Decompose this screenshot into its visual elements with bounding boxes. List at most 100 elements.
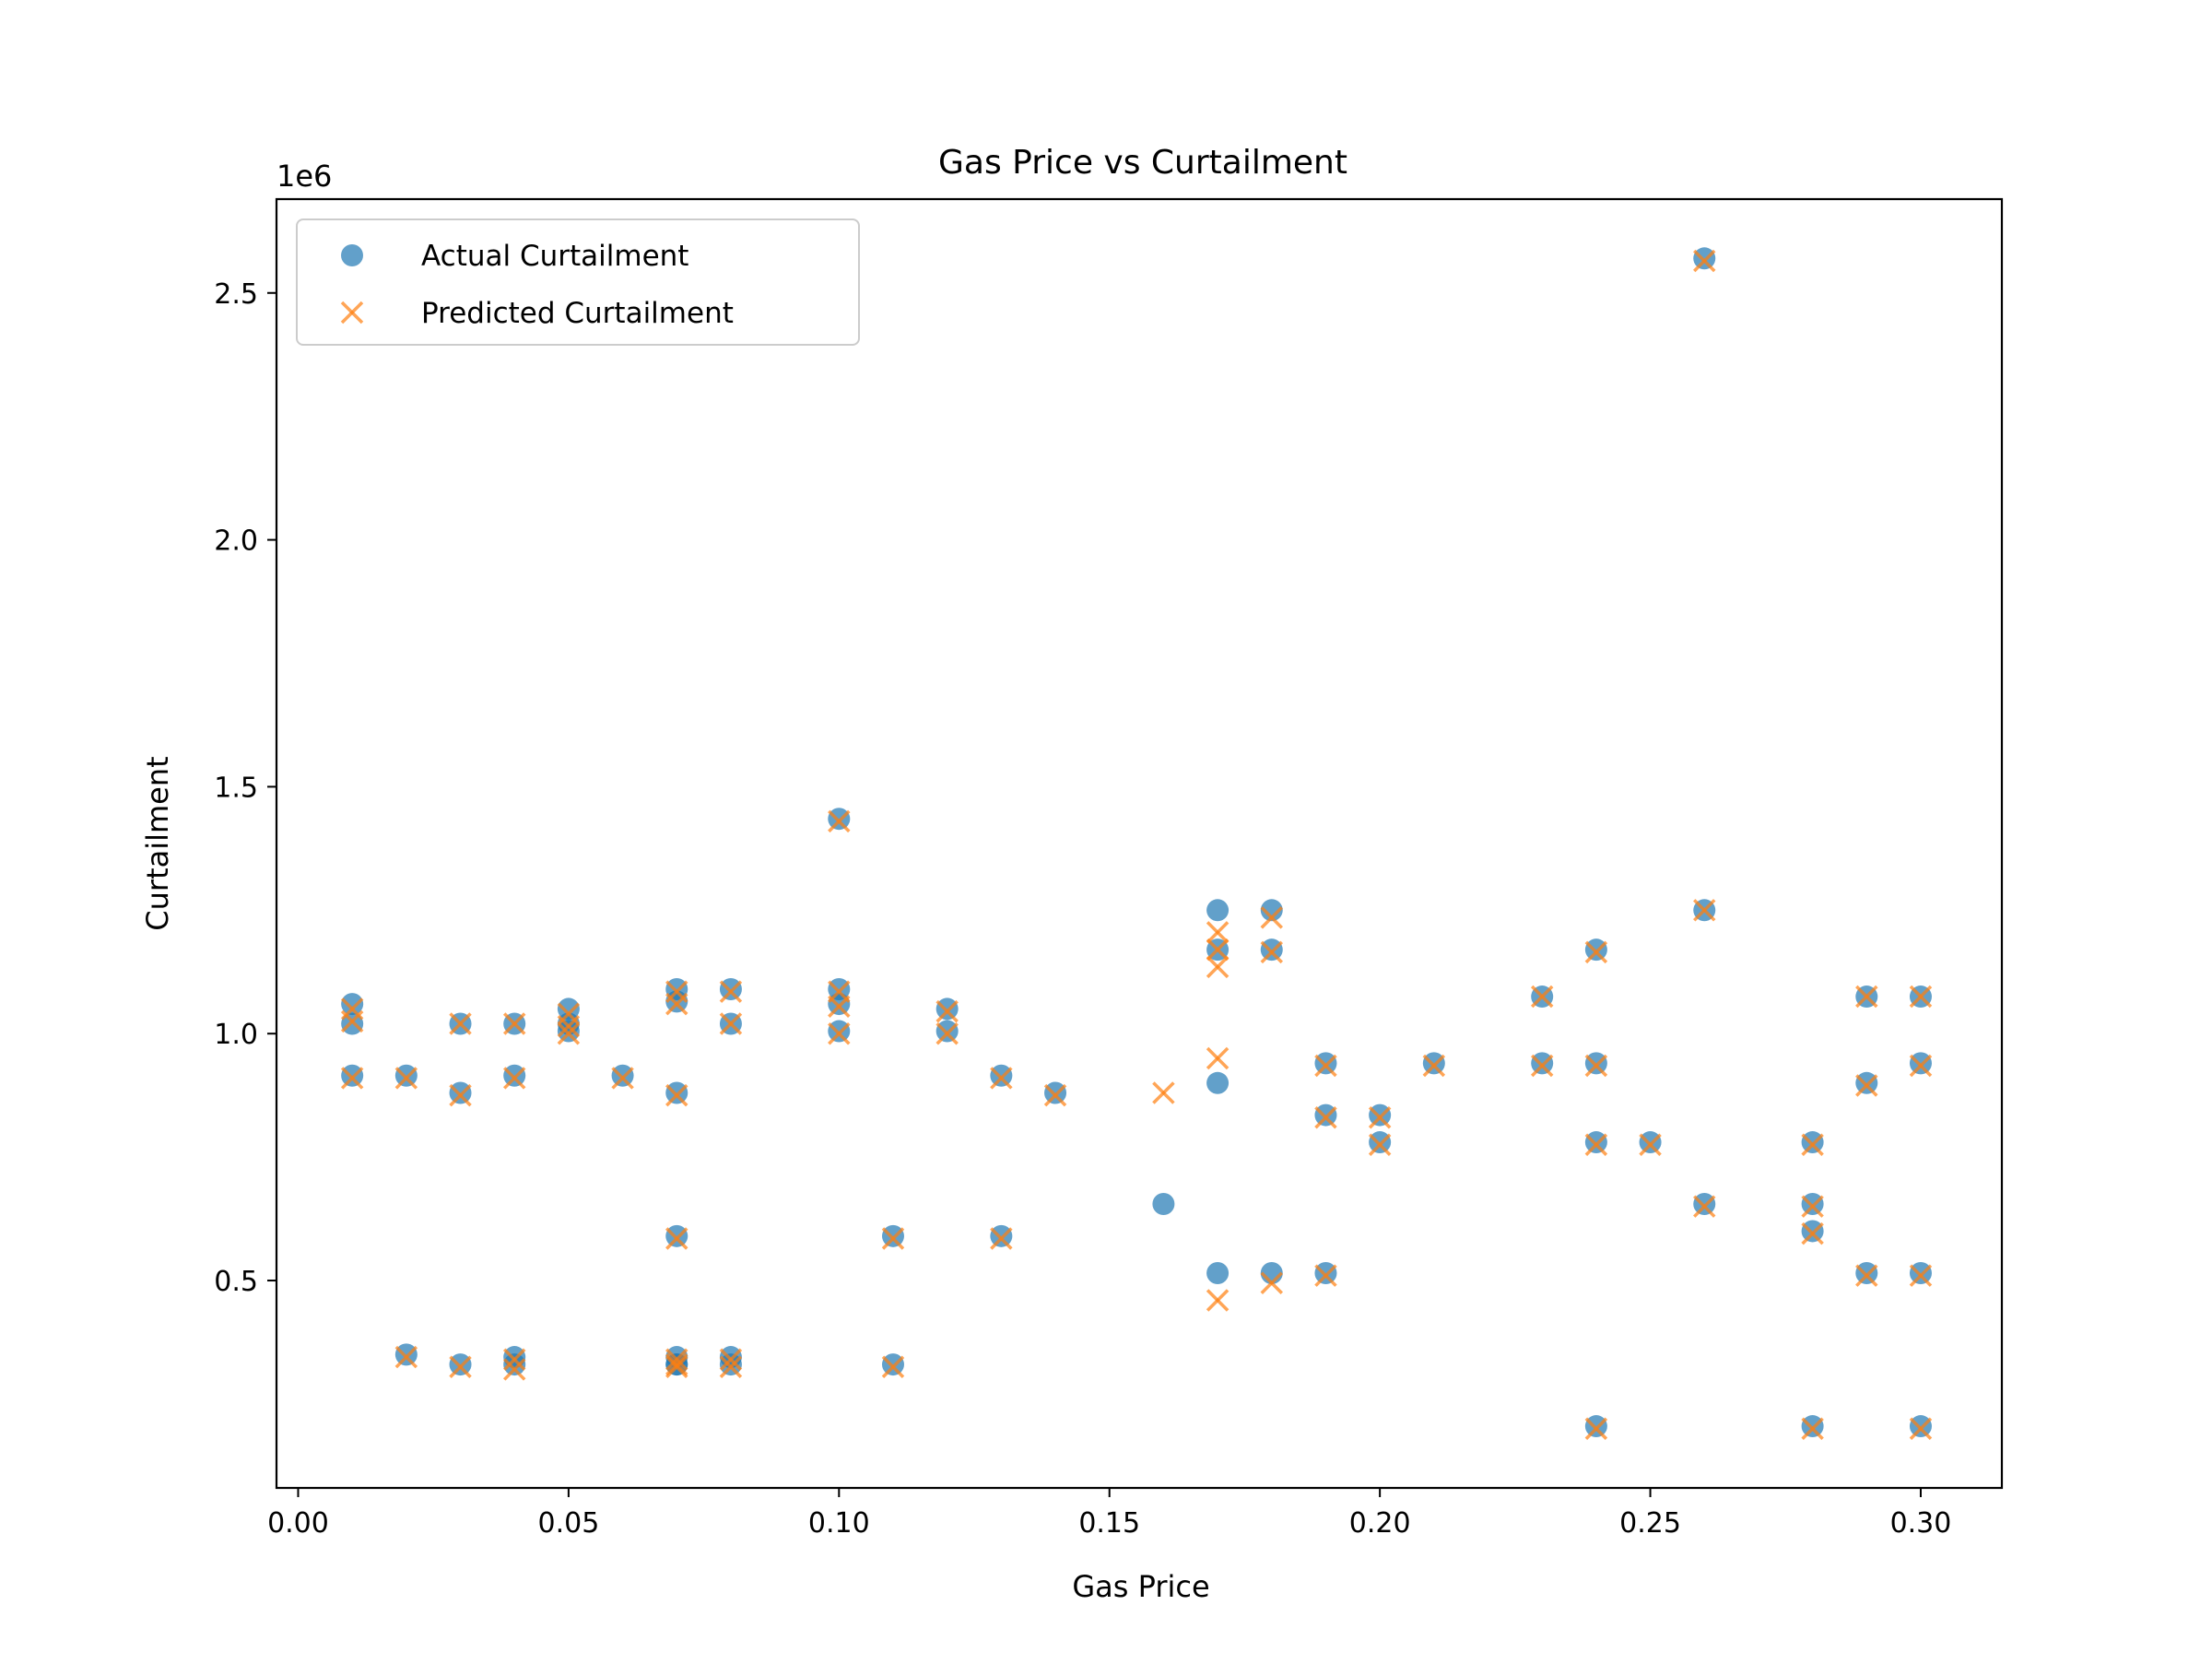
predicted-point xyxy=(449,1355,472,1379)
predicted-point xyxy=(1530,985,1554,1009)
predicted-point xyxy=(1206,1289,1230,1312)
x-tick-label: 0.25 xyxy=(1619,1507,1681,1540)
predicted-point xyxy=(1260,940,1284,964)
predicted-point xyxy=(1314,1054,1337,1078)
predicted-point xyxy=(719,980,743,1003)
actual-point xyxy=(1206,1071,1230,1094)
x-tick-label: 0.30 xyxy=(1890,1507,1952,1540)
y-axis-ticks: 0.5 1.0 1.5 2.0 2.5 xyxy=(214,278,276,1298)
actual-point xyxy=(1152,1193,1175,1216)
predicted-point xyxy=(502,1358,526,1381)
predicted-point xyxy=(828,995,851,1018)
actual-point xyxy=(1584,1415,1607,1438)
predicted-point xyxy=(719,1355,743,1379)
legend-actual-marker xyxy=(341,244,363,266)
predicted-point xyxy=(557,1014,581,1038)
predicted-point xyxy=(1206,1046,1230,1070)
actual-point xyxy=(341,1064,364,1087)
predicted-point xyxy=(1584,1417,1608,1440)
predicted-point xyxy=(881,1227,905,1250)
actual-point xyxy=(394,1064,418,1087)
actual-point xyxy=(1909,1052,1932,1075)
actual-point xyxy=(1801,1415,1824,1438)
predicted-point xyxy=(449,1012,472,1035)
legend: Actual Curtailment Predicted Curtailment xyxy=(296,218,860,346)
predicted-point xyxy=(1584,1133,1608,1156)
predicted-point xyxy=(1043,1083,1067,1107)
y-tick-label: 2.0 xyxy=(214,525,258,558)
predicted-point xyxy=(394,1067,418,1090)
actual-point xyxy=(665,1224,688,1247)
actual-point xyxy=(990,1064,1013,1087)
actual-point xyxy=(394,1343,418,1366)
predicted-point xyxy=(557,1021,581,1045)
predicted-point xyxy=(1584,1054,1608,1078)
predicted-point xyxy=(828,809,851,833)
actual-point xyxy=(1584,1052,1607,1075)
x-axis-label: Gas Price xyxy=(1072,1569,1209,1604)
actual-point xyxy=(611,1064,634,1087)
y-axis-label: Curtailment xyxy=(140,756,175,930)
predicted-point xyxy=(719,1012,743,1035)
actual-point xyxy=(1260,899,1283,922)
actual-point xyxy=(1584,938,1607,962)
predicted-point xyxy=(1206,921,1230,944)
x-tick-label: 0.15 xyxy=(1078,1507,1140,1540)
predicted-point xyxy=(502,1348,526,1371)
x-tick-label: 0.00 xyxy=(267,1507,329,1540)
predicted-point xyxy=(502,1067,526,1090)
predicted-point xyxy=(1206,938,1230,962)
predicted-point xyxy=(340,1067,364,1090)
predicted-point xyxy=(1152,1081,1175,1104)
actual-point xyxy=(1206,899,1230,922)
y-tick-label: 0.5 xyxy=(214,1266,258,1298)
predicted-point xyxy=(1314,1264,1337,1287)
predicted-point xyxy=(1368,1106,1392,1129)
predicted-point xyxy=(990,1227,1013,1250)
actual-point xyxy=(990,1224,1013,1247)
actual-point xyxy=(1855,1262,1878,1284)
actual-point xyxy=(881,1224,904,1247)
actual-point xyxy=(1639,1131,1662,1154)
predicted-point xyxy=(935,999,959,1023)
actual-point xyxy=(503,1064,526,1087)
predicted-point xyxy=(1639,1133,1662,1156)
predicted-point xyxy=(1801,1417,1824,1440)
x-tick-label: 0.10 xyxy=(808,1507,870,1540)
actual-point xyxy=(935,1020,959,1043)
actual-point xyxy=(1422,1052,1445,1075)
predicted-point xyxy=(665,992,688,1016)
predicted-point xyxy=(1855,1264,1878,1287)
predicted-point xyxy=(1801,1195,1824,1218)
actual-point xyxy=(1855,1071,1878,1094)
actual-point xyxy=(1260,938,1283,962)
actual-point xyxy=(828,808,851,831)
predicted-point xyxy=(719,1348,743,1371)
actual-point xyxy=(557,1020,580,1043)
predicted-point xyxy=(340,1009,364,1033)
x-axis-ticks: 0.00 0.05 0.10 0.15 0.20 0.25 0.30 xyxy=(267,1488,1951,1540)
actual-point xyxy=(1693,247,1716,270)
predicted-point xyxy=(665,1355,688,1379)
legend-frame xyxy=(296,218,860,346)
predicted-point xyxy=(1909,1054,1933,1078)
y-tick-label: 1.0 xyxy=(214,1019,258,1051)
actual-point xyxy=(828,1020,851,1043)
predicted-point xyxy=(1422,1054,1446,1078)
predicted-point xyxy=(665,1352,688,1376)
predicted-point xyxy=(665,1227,688,1250)
actual-point xyxy=(1206,1262,1230,1284)
predicted-point xyxy=(1260,1271,1284,1294)
actual-point xyxy=(1909,1415,1932,1438)
predicted-point xyxy=(935,1021,959,1045)
actual-point xyxy=(1693,1193,1716,1216)
actual-point xyxy=(449,1081,472,1104)
predicted-point xyxy=(1909,985,1933,1009)
actual-point xyxy=(828,993,851,1016)
actual-point xyxy=(1369,1131,1392,1154)
actual-point xyxy=(1314,1103,1337,1127)
actual-point xyxy=(1044,1081,1067,1104)
x-tick-label: 0.05 xyxy=(537,1507,599,1540)
